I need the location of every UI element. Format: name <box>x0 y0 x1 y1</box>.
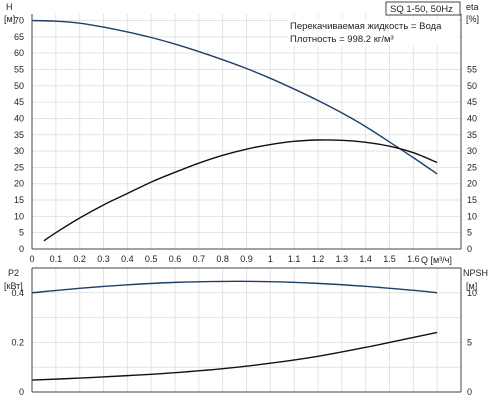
x-tick-label: 0 <box>29 254 34 264</box>
top-left-axis-label: H <box>6 2 13 12</box>
bottom-right-tick-label: 0 <box>467 387 472 397</box>
power-curve <box>31 280 438 294</box>
bottom-left-tick-label: 0.2 <box>11 337 24 347</box>
bottom-axes <box>31 267 462 393</box>
bottom-left-tick-label: 0 <box>19 387 24 397</box>
bottom-right-tick-label: 10 <box>467 288 477 298</box>
bottom-tick-labels: 0 0.2 0.4 0 5 10 <box>11 288 477 397</box>
bottom-right-axis-unit: [м] <box>466 281 477 291</box>
top-left-tick-label: 25 <box>14 162 24 172</box>
top-left-tick-label: 10 <box>14 211 24 221</box>
top-right-tick-label: 45 <box>467 97 477 107</box>
x-tick-label: 0.2 <box>73 254 86 264</box>
annotation-box <box>288 18 458 46</box>
x-tick-label: 0.7 <box>193 254 206 264</box>
top-left-tick-label: 0 <box>19 244 24 254</box>
top-left-tick-label: 55 <box>14 64 24 74</box>
top-curves <box>31 19 438 242</box>
x-tick-label: 0.6 <box>169 254 182 264</box>
top-left-tick-label: 20 <box>14 179 24 189</box>
top-right-tick-label: 5 <box>467 228 472 238</box>
chart-title-box <box>385 1 461 16</box>
x-tick-label: 1.3 <box>336 254 349 264</box>
annotation-liquid: Перекачиваемая жидкость = Вода <box>290 21 442 32</box>
x-axis-label: Q [м³/ч] <box>421 255 452 265</box>
top-left-tick-label: 30 <box>14 146 24 156</box>
efficiency-curve <box>43 139 438 242</box>
bottom-left-tick-label: 0.4 <box>11 288 24 298</box>
npsh-curve <box>31 331 438 381</box>
top-left-tick-label: 60 <box>14 48 24 58</box>
top-axes <box>31 14 462 250</box>
x-tick-label: 1 <box>268 254 273 264</box>
top-left-axis-unit: [м] <box>4 14 15 24</box>
top-right-axis-label: eta <box>466 2 479 12</box>
bottom-left-axis-label: P2 <box>8 268 19 278</box>
top-left-tick-label: 5 <box>19 228 24 238</box>
top-right-tick-label: 55 <box>467 64 477 74</box>
top-left-tick-label: 35 <box>14 130 24 140</box>
top-right-tick-label: 25 <box>467 162 477 172</box>
bottom-curves <box>31 280 438 381</box>
x-tick-label: 1.4 <box>359 254 372 264</box>
x-tick-label: 0.1 <box>50 254 63 264</box>
top-right-tick-label: 0 <box>467 244 472 254</box>
top-left-tick-label: 50 <box>14 81 24 91</box>
top-right-tick-label: 40 <box>467 113 477 123</box>
top-left-tick-label: 65 <box>14 32 24 42</box>
top-right-tick-label: 50 <box>467 81 477 91</box>
top-right-tick-label: 30 <box>467 146 477 156</box>
bottom-left-axis-unit: [кВт] <box>4 281 23 291</box>
top-right-tick-label: 35 <box>467 130 477 140</box>
x-tick-label: 0.5 <box>145 254 158 264</box>
x-tick-label: 1.6 <box>407 254 420 264</box>
top-right-tick-label: 10 <box>467 211 477 221</box>
bottom-right-axis-label: NPSH <box>463 268 488 278</box>
x-tick-label: 0.8 <box>216 254 229 264</box>
top-right-axis-unit: [%] <box>466 14 479 24</box>
x-tick-label: 1.5 <box>383 254 396 264</box>
top-left-tick-label: 15 <box>14 195 24 205</box>
x-tick-label: 0.9 <box>240 254 253 264</box>
bottom-right-tick-label: 5 <box>467 337 472 347</box>
top-grid <box>31 14 462 250</box>
chart-title: SQ 1-50, 50Hz <box>390 4 453 15</box>
x-tick-label: 0.4 <box>121 254 134 264</box>
top-left-tick-label: 70 <box>14 16 24 26</box>
x-tick-label: 1.1 <box>288 254 301 264</box>
x-tick-label: 0.3 <box>97 254 110 264</box>
top-left-tick-label: 45 <box>14 97 24 107</box>
top-left-tick-label: 40 <box>14 113 24 123</box>
top-right-tick-label: 15 <box>467 195 477 205</box>
top-right-tick-label: 20 <box>467 179 477 189</box>
head-curve <box>31 19 438 175</box>
x-tick-label: 1.2 <box>312 254 325 264</box>
top-tick-labels: 0510152025303540455055606570051015202530… <box>14 16 477 264</box>
annotation-density: Плотность = 998.2 кг/м³ <box>290 34 394 45</box>
